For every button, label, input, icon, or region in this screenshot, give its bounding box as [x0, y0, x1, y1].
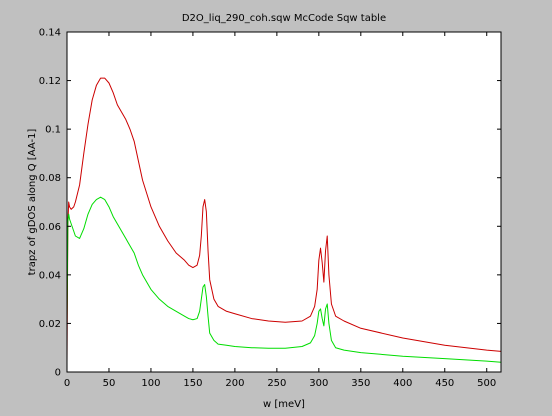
y-axis-label: trapz of gDOS along Q [AA-1]: [27, 129, 38, 276]
series-line-0: [66, 77, 502, 363]
y-tick-label: 0.02: [39, 319, 61, 330]
plot-area: [67, 32, 501, 372]
y-tick-label: 0.08: [39, 173, 61, 184]
y-tick-label: 0.06: [39, 222, 61, 233]
ticks-layer: 0 50 100 150 200 250 300 350 400 450 500 0 0.02 0.04 0…: [39, 28, 501, 389]
x-tick-label: 200: [225, 378, 244, 389]
x-tick-label: 400: [393, 378, 412, 389]
x-tick-label: 50: [103, 378, 116, 389]
chart-title: D2O_liq_290_coh.sqw McCode Sqw table: [182, 13, 386, 24]
x-tick-label: 0: [64, 378, 70, 389]
x-tick-label: 450: [435, 378, 454, 389]
x-tick-label: 250: [267, 378, 286, 389]
x-axis-label: w [meV]: [263, 399, 305, 410]
x-tick-label: 350: [351, 378, 370, 389]
y-tick-label: 0.14: [39, 28, 61, 39]
x-tick-label: 300: [309, 378, 328, 389]
y-tick-label: 0.04: [39, 270, 61, 281]
series-layer: [66, 77, 502, 363]
y-tick-label: 0: [55, 368, 61, 379]
series-line-1: [66, 196, 502, 363]
x-tick-label: 100: [141, 378, 160, 389]
plot-frame: [66, 31, 502, 373]
y-tick-label: 0.1: [45, 125, 61, 136]
x-tick-label: 500: [477, 378, 496, 389]
x-tick-label: 150: [183, 378, 202, 389]
y-tick-label: 0.12: [39, 76, 61, 87]
